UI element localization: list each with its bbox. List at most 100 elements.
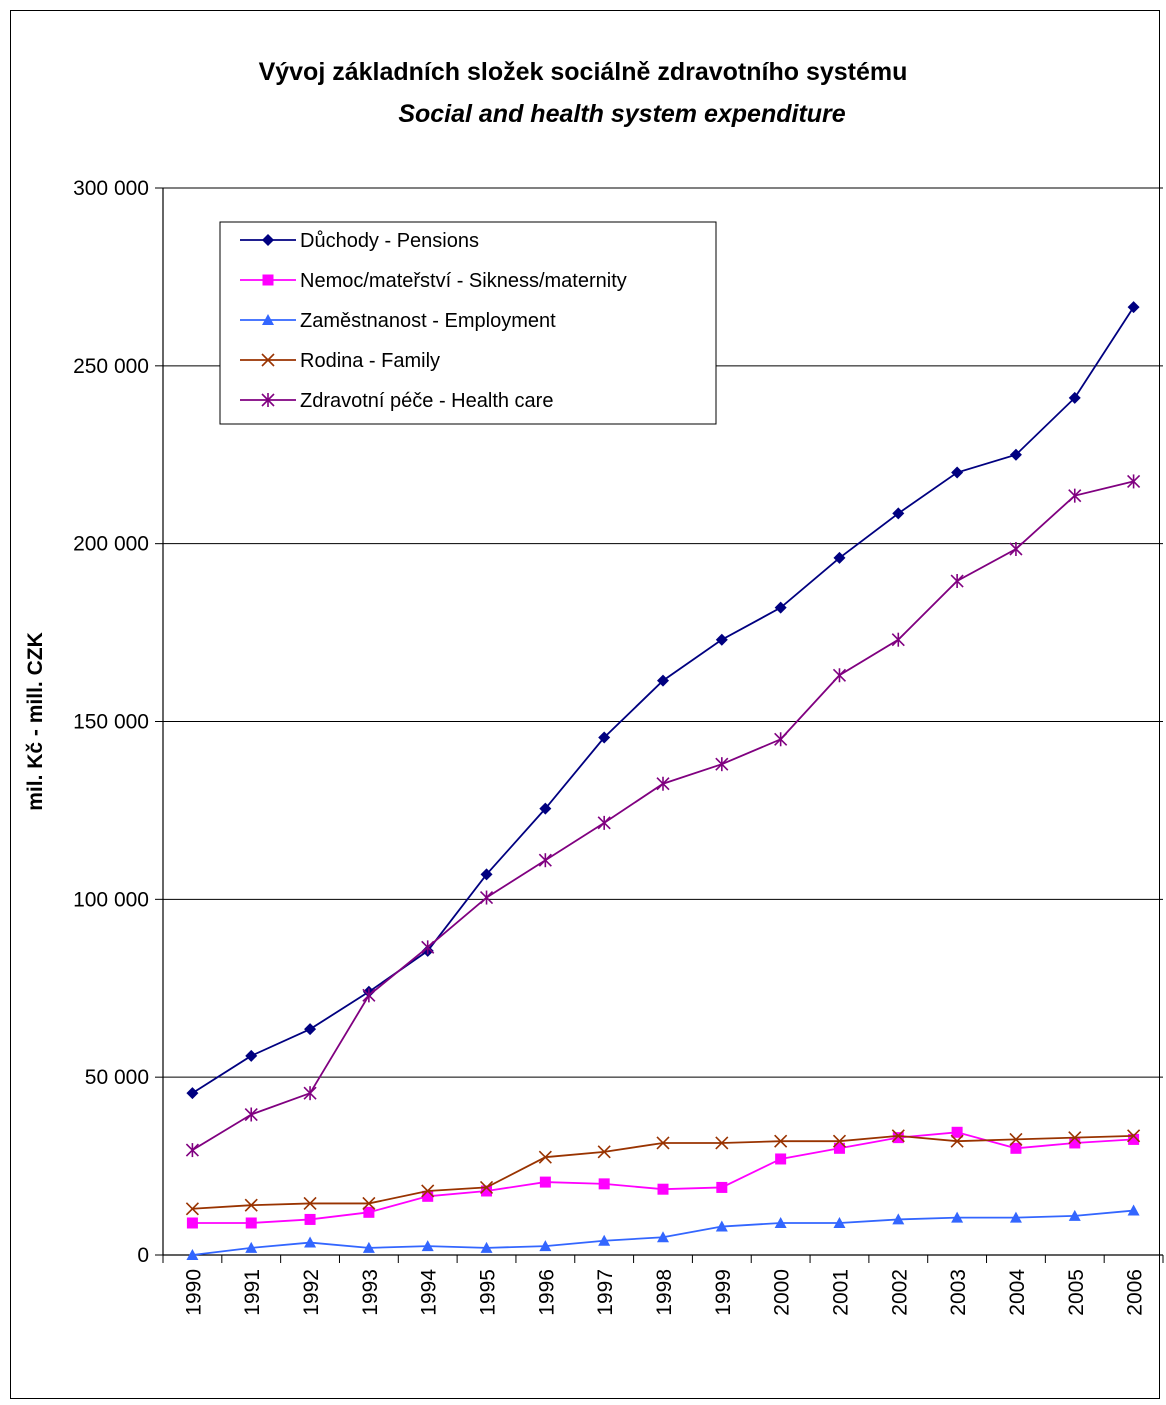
legend-marker (261, 353, 275, 367)
x-tick-label: 1998 (653, 1269, 676, 1316)
data-point (245, 1217, 257, 1229)
y-tick-labels: 0 50 000 100 000 150 000 200 000 250 000 300 0… (73, 177, 149, 1267)
data-point (185, 1143, 199, 1158)
x-tick-label: 1996 (535, 1269, 558, 1316)
data-point (775, 1153, 787, 1165)
legend-label: Důchody - Pensions (300, 230, 479, 252)
x-tick-label: 1991 (241, 1269, 264, 1316)
data-point (597, 1145, 611, 1159)
x-tick-label: 2003 (947, 1269, 970, 1316)
x-tick-label: 2005 (1065, 1269, 1088, 1316)
x-tick-label: 1995 (477, 1269, 500, 1316)
data-point (951, 466, 964, 479)
data-point (774, 1216, 787, 1228)
data-point (539, 1240, 552, 1252)
x-tick-label: 1994 (418, 1269, 441, 1316)
data-point (421, 940, 435, 955)
data-point (538, 853, 552, 868)
x-tick-label: 1992 (300, 1269, 323, 1316)
data-point (362, 1196, 376, 1210)
data-point (892, 1132, 904, 1144)
data-point (304, 1236, 317, 1248)
data-point (598, 1234, 611, 1246)
data-point (833, 1142, 845, 1154)
data-point (716, 1181, 728, 1193)
data-point (539, 1176, 551, 1188)
data-point (304, 1023, 317, 1036)
data-point (833, 1216, 846, 1228)
legend-marker (262, 314, 274, 325)
axes (162, 188, 1164, 1263)
data-point (1068, 488, 1082, 503)
legend-entry: Zdravotní péče - Health care (240, 390, 553, 412)
legend-box (219, 221, 717, 425)
x-tick-label: 1999 (712, 1269, 735, 1316)
x-tick-label: 2001 (829, 1269, 852, 1316)
x-tick-label: 1997 (594, 1269, 617, 1316)
data-point (1127, 474, 1141, 489)
x-tick-label: 1993 (359, 1269, 382, 1316)
data-point (245, 1241, 258, 1253)
series-line (191, 480, 1134, 1151)
data-point (1010, 1142, 1022, 1154)
data-point (597, 815, 611, 830)
series-1 (186, 1126, 1140, 1229)
series-line (192, 1131, 1134, 1224)
x-tick-label: 2006 (1124, 1269, 1147, 1316)
series-3 (185, 1129, 1141, 1216)
data-point (598, 731, 611, 744)
x-tick-label: 2004 (1006, 1269, 1029, 1316)
y-tick-label: 200 000 (73, 533, 149, 556)
data-point (185, 1202, 199, 1216)
legend-entry: Zaměstnanost - Employment (240, 310, 556, 332)
data-point (774, 1134, 788, 1148)
x-tick-label: 2000 (771, 1269, 794, 1316)
legend-marker (262, 274, 274, 286)
data-point (951, 1211, 964, 1223)
legend-label: Zaměstnanost - Employment (300, 310, 556, 332)
series-line (192, 1134, 1134, 1210)
data-point (774, 732, 788, 747)
data-point (481, 1185, 493, 1197)
data-point (480, 868, 493, 881)
legend-marker (262, 234, 274, 246)
data-point (186, 1087, 199, 1100)
data-point (244, 1198, 258, 1212)
data-point (245, 1049, 258, 1062)
legend-entry: Nemoc/mateřství - Sikness/maternity (240, 270, 627, 292)
data-point (715, 633, 728, 646)
data-point (598, 1178, 610, 1190)
series-0 (186, 301, 1140, 1100)
data-point (1068, 391, 1081, 404)
data-point (480, 1241, 493, 1253)
data-point (421, 1184, 435, 1198)
series-4 (185, 474, 1141, 1158)
chart-title: Vývoj základních složek sociálně zdravot… (259, 58, 908, 86)
series-group (185, 301, 1141, 1260)
data-point (656, 776, 670, 791)
data-point (656, 1136, 670, 1150)
y-axis-label: mil. Kč - mill. CZK (24, 632, 47, 811)
y-tick-label: 150 000 (73, 711, 149, 734)
data-point (1127, 1129, 1141, 1143)
y-tick-label: 100 000 (73, 888, 149, 911)
legend: Důchody - Pensions Nemoc/mateřství - Sikn… (219, 221, 717, 425)
data-point (1009, 1211, 1022, 1223)
data-point (892, 507, 905, 520)
legend-marker (261, 393, 275, 407)
data-point (362, 988, 376, 1003)
x-tick-label: 2002 (888, 1269, 911, 1316)
data-point (715, 1220, 728, 1232)
data-point (774, 601, 787, 614)
y-tick-label: 300 000 (73, 177, 149, 200)
data-point (186, 1249, 199, 1260)
data-point (422, 1190, 434, 1202)
data-point (303, 1086, 317, 1101)
data-point (715, 1136, 729, 1150)
data-point (363, 1206, 375, 1218)
data-point (1068, 1209, 1081, 1221)
data-point (951, 1126, 963, 1138)
chart-subtitle: Social and health system expenditure (398, 100, 845, 128)
data-point (1127, 1204, 1140, 1216)
data-point (539, 802, 552, 815)
